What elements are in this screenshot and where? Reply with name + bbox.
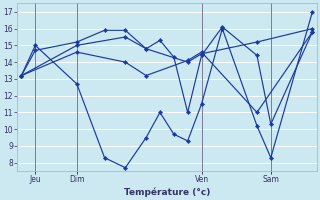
- X-axis label: Température (°c): Température (°c): [124, 187, 210, 197]
